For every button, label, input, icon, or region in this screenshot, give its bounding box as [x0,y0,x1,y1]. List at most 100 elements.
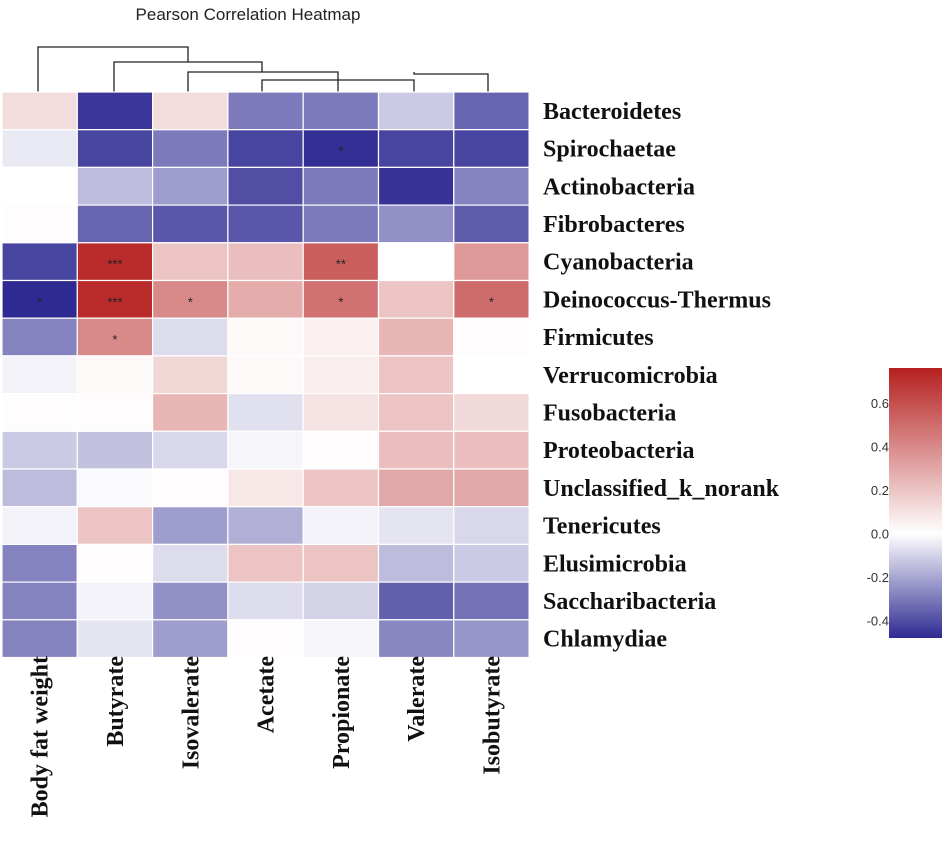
heatmap-cell [377,543,455,583]
heatmap-cell [227,317,304,357]
heatmap-cell [227,279,304,319]
heatmap-cell [453,317,530,357]
heatmap-cell [1,355,78,395]
significance-mark: * [37,294,42,309]
heatmap-cell [302,393,380,432]
significance-mark: ** [336,257,346,272]
colorbar-tick-label: 0.0 [871,526,889,541]
heatmap-cell [1,430,78,470]
significance-mark: * [489,294,494,309]
heatmap-cell [152,129,229,168]
heatmap-cell [377,430,455,470]
heatmap-cell [76,506,154,546]
row-label: Saccharibacteria [543,589,716,615]
heatmap-cell [377,355,455,395]
heatmap-cell [1,468,78,508]
row-label: Proteobacteria [543,438,695,464]
heatmap-cell [152,242,229,282]
heatmap-cell [76,242,154,282]
heatmap-cell [1,317,78,357]
heatmap-cell [302,242,380,282]
heatmap-cell [227,468,304,508]
significance-mark: * [338,294,343,309]
heatmap-cell [453,468,530,508]
heatmap-cell [76,129,154,168]
heatmap-cell [453,129,530,168]
row-label: Chlamydiae [543,627,667,653]
colorbar-tick-label: -0.2 [867,570,889,585]
heatmap-cell [453,166,530,206]
chart-title: Pearson Correlation Heatmap [136,5,361,24]
heatmap-cell [302,166,380,206]
heatmap-cell [302,543,380,583]
heatmap-cell [152,355,229,395]
row-label: Verrucomicrobia [543,363,718,389]
heatmap-cell [377,242,455,282]
heatmap-cell [152,468,229,508]
column-dendrogram [37,46,489,92]
row-label: Fibrobacteres [543,212,685,238]
heatmap-cell [76,317,154,357]
row-label: Firmicutes [543,325,654,351]
heatmap-cell [453,506,530,546]
row-label: Tenericutes [543,514,661,540]
heatmap-cell [152,506,229,546]
heatmap-cell [453,91,530,131]
row-label: Fusobacteria [543,400,676,426]
heatmap-cell [76,430,154,470]
heatmap-cell [227,355,304,395]
heatmap-cell [453,355,530,395]
colorbar-tick-label: 0.4 [871,439,889,454]
heatmap-cell [453,543,530,583]
colorbar-gradient [889,368,942,638]
heatmap-cell [302,355,380,395]
row-label: Spirochaetae [543,137,676,163]
row-label: Elusimicrobia [543,551,687,577]
colorbar: 0.6 0.4 0.2 0.0 -0.2 -0.4 [867,368,942,638]
heatmap-cell [302,129,380,168]
row-label: Deinococcus-Thermus [543,287,771,313]
heatmap-cell [227,581,304,621]
heatmap-cell [227,619,304,659]
row-labels: Bacteroidetes Spirochaetae Actinobacteria F… [543,99,780,653]
heatmap-cell [377,468,455,508]
row-label: Actinobacteria [543,174,695,200]
heatmap-cell [152,204,229,244]
heatmap-cell [227,430,304,470]
significance-mark: * [338,144,343,159]
heatmap-cell [76,581,154,621]
heatmap-cell [453,581,530,621]
heatmap-cell [1,506,78,546]
heatmap-cell [453,430,530,470]
column-label: Body fat weight [28,656,54,817]
heatmap-cell [1,166,78,206]
heatmap-cell [377,393,455,432]
heatmap-cell [227,204,304,244]
significance-mark: *** [107,294,122,309]
column-labels: Body fat weight Butyrate Isovalerate Acetat… [28,656,506,818]
heatmap-cell [76,393,154,432]
heatmap-cell [76,543,154,583]
column-label: Acetate [254,656,280,734]
significance-mark: *** [107,257,122,272]
significance-mark: * [188,294,193,309]
heatmap-cell [302,430,380,470]
heatmap-cell [227,166,304,206]
heatmap-cell [76,468,154,508]
significance-mark: * [112,332,117,347]
row-label: Cyanobacteria [543,250,694,276]
heatmap-cell [152,317,229,357]
heatmap-cell [302,91,380,131]
heatmap-cell [76,355,154,395]
heatmap-cell [152,91,229,131]
heatmap-cell [377,129,455,168]
heatmap-cell [377,581,455,621]
heatmap-cell [1,242,78,282]
heatmap-cell [1,393,78,432]
heatmap-cell [453,279,530,319]
heatmap-cell [377,279,455,319]
heatmap-cell [453,393,530,432]
heatmap-cell [152,430,229,470]
